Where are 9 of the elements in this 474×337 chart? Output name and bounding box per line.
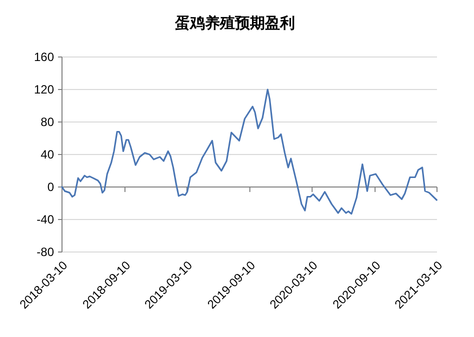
y-tick-label: 40 xyxy=(40,148,54,162)
y-tick-label: 0 xyxy=(47,180,54,194)
y-tick-label: 80 xyxy=(40,115,54,130)
y-tick-label: -80 xyxy=(36,245,54,260)
line-series xyxy=(61,88,438,215)
y-tick-label: -40 xyxy=(36,212,54,227)
chart-title: 蛋鸡养殖预期盈利 xyxy=(174,14,295,32)
y-tick-label: 120 xyxy=(34,82,54,97)
y-tick-label: 160 xyxy=(34,50,54,64)
